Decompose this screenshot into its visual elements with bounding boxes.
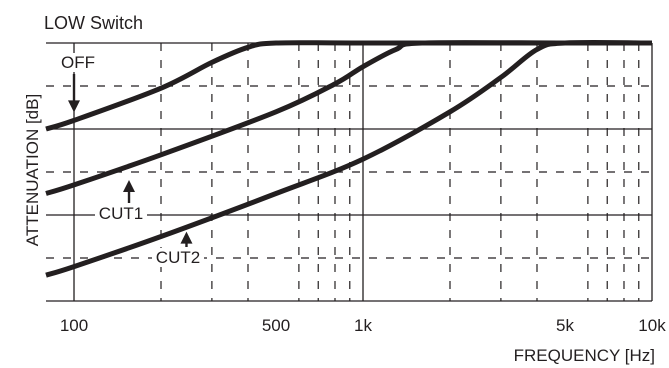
series-layer [45,40,653,278]
annotation-arrow-head [180,231,193,244]
chart-title: LOW Switch [44,13,143,33]
annotation-labels: OFF CUT1 CUT2 [56,53,204,267]
annotation-label-cut1: CUT1 [99,204,143,223]
annotation-arrows [68,74,193,247]
x-tick-label: 10k [638,316,666,335]
x-tick-label: 500 [262,316,290,335]
annotation-label-bg [152,248,204,267]
annotation-arrow-head [123,180,136,192]
annotation-arrow-head [68,100,81,113]
annotation-label-bg [95,204,147,223]
x-tick-labels: 100 500 1k 5k 10k [60,316,666,335]
x-tick-label: 100 [60,316,88,335]
annotation-label-off: OFF [61,53,95,72]
x-tick-label: 1k [354,316,372,335]
labels: LOW Switch FREQUENCY [Hz] ATTENUATION [d… [23,13,655,365]
series-line-cut2 [45,40,653,278]
annotation-label-bg [56,53,100,72]
series-line-cut1 [45,40,652,196]
x-tick-label: 5k [556,316,574,335]
minor-grid [46,43,652,301]
annotation-label-cut2: CUT2 [156,248,200,267]
x-axis-label: FREQUENCY [Hz] [514,346,655,365]
y-axis-label: ATTENUATION [dB] [23,94,42,246]
